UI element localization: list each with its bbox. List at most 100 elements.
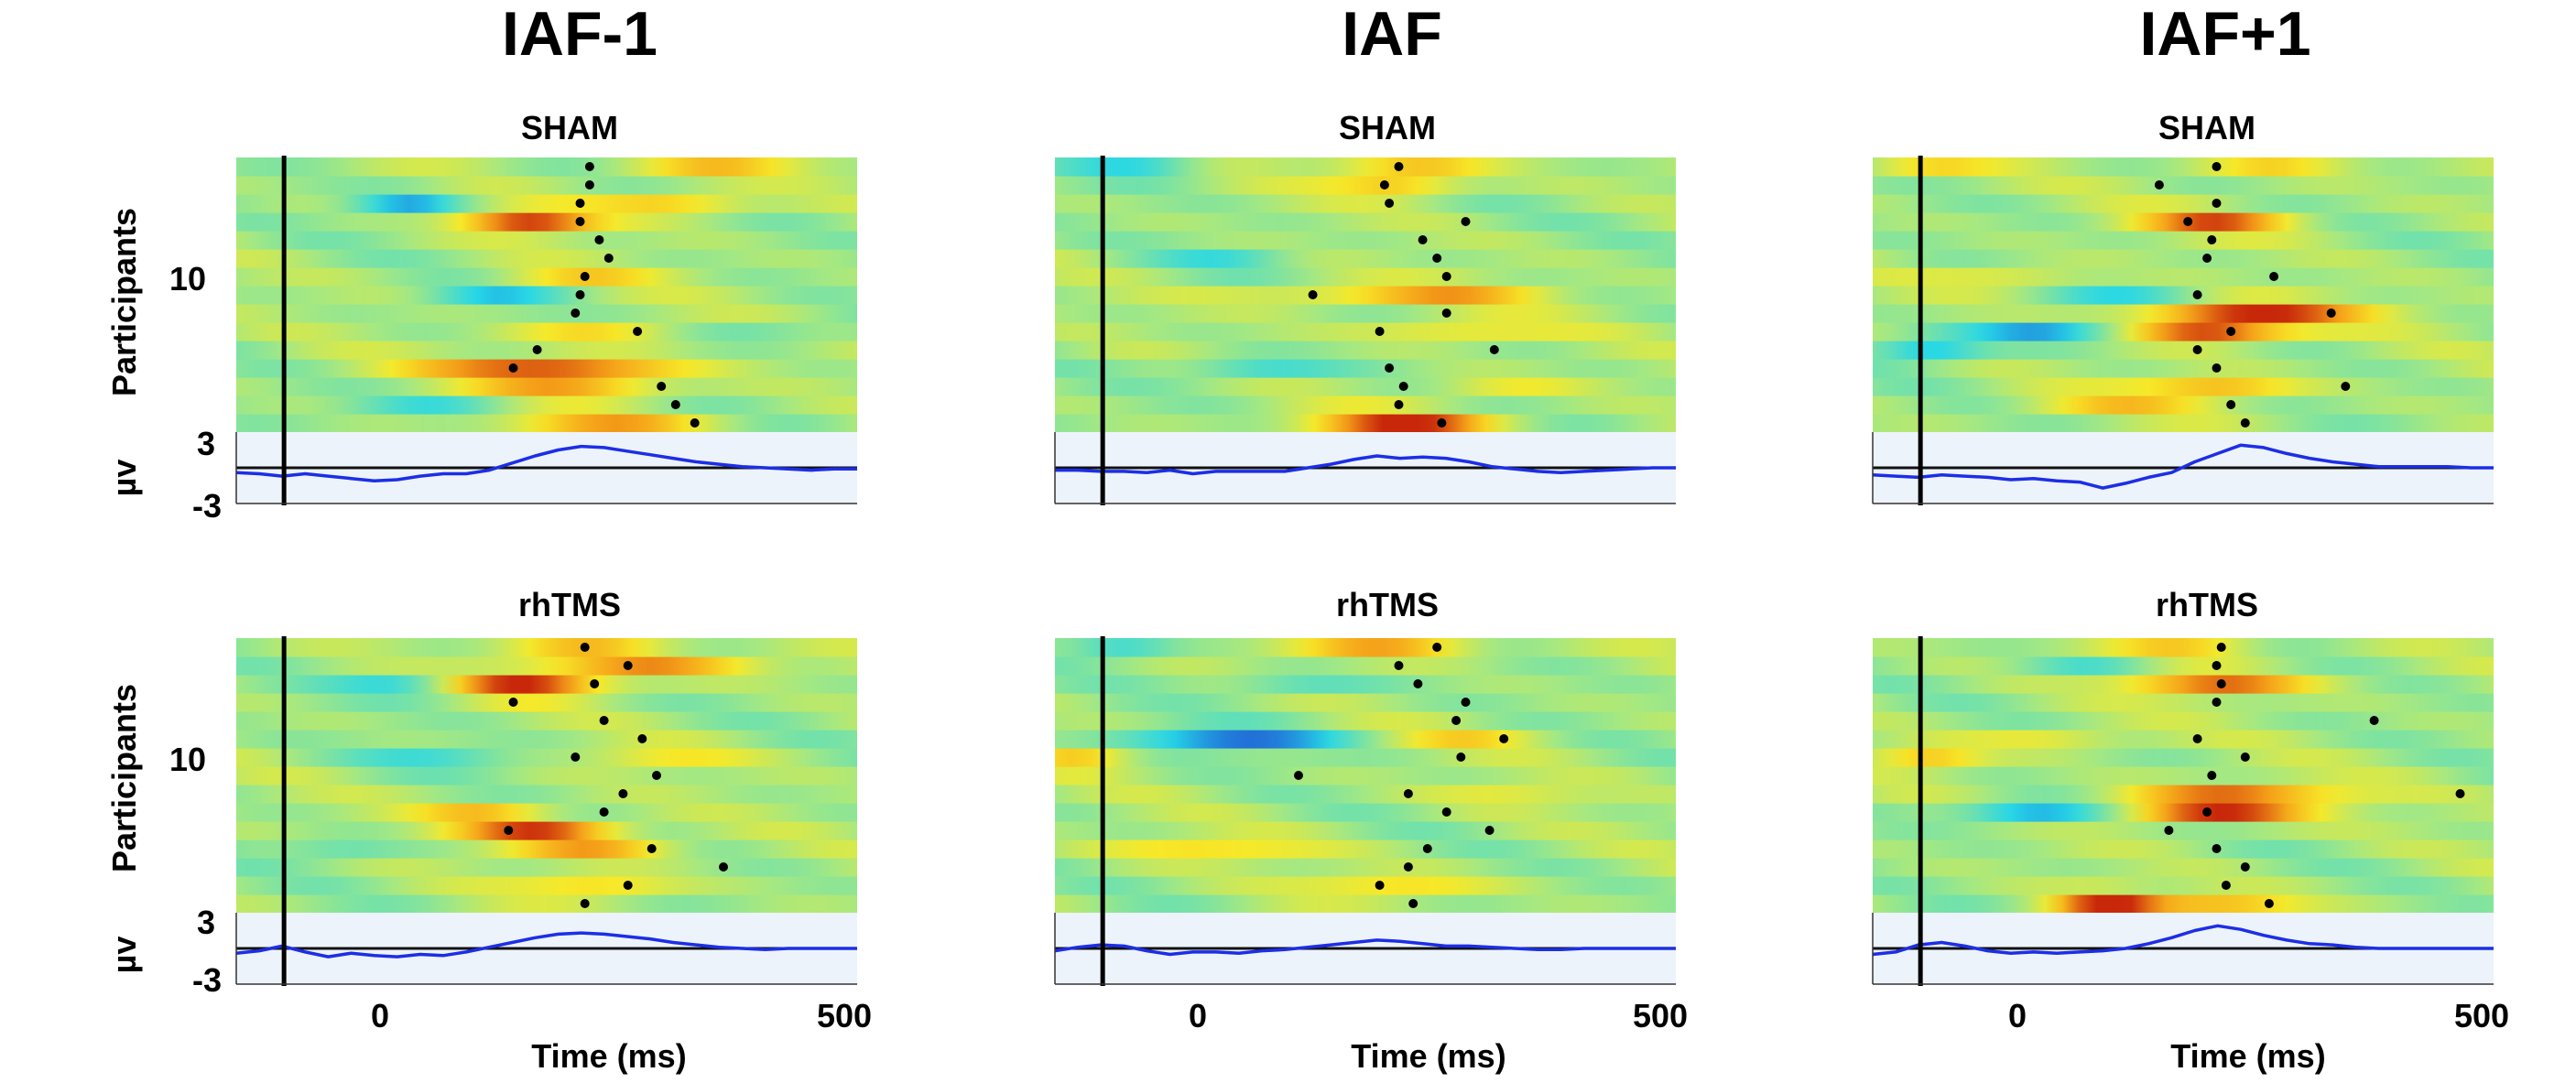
peak-marker <box>2269 272 2279 281</box>
peak-marker <box>1441 807 1451 817</box>
heatmap-row <box>236 858 857 877</box>
peak-marker <box>1385 199 1395 208</box>
peak-marker <box>657 382 667 391</box>
column-title-iaf: IAF <box>1342 0 1442 69</box>
heatmap-row <box>1873 231 2494 250</box>
peak-marker <box>2240 862 2250 872</box>
peak-marker <box>1441 272 1451 281</box>
peak-marker <box>1375 327 1385 336</box>
peak-marker <box>2212 661 2222 670</box>
peak-marker <box>2455 789 2465 798</box>
x-tick-0-col1: 0 <box>371 997 389 1034</box>
heatmap-row <box>236 839 857 859</box>
heatmap-row <box>1055 194 1676 213</box>
peak-marker <box>2240 753 2250 762</box>
heatmap-row <box>1055 286 1676 305</box>
x-axis-label-col3: Time (ms) <box>2170 1037 2325 1075</box>
x-tick-0-col3: 0 <box>2008 997 2027 1034</box>
heatmap-row <box>236 748 857 767</box>
heatmap-row <box>236 876 857 895</box>
heatmap-row <box>1055 377 1676 396</box>
panel-title-sham-1: SHAM <box>521 109 618 146</box>
heatmap-row <box>1873 304 2494 323</box>
peak-marker <box>623 881 633 890</box>
heatmap-row <box>236 766 857 785</box>
peak-marker <box>1499 734 1509 743</box>
heatmap-row <box>1055 876 1676 895</box>
heatmap-row <box>1873 656 2494 676</box>
heatmap-row <box>236 231 857 250</box>
heatmap-row <box>1873 638 2494 657</box>
peak-marker <box>1408 899 1418 908</box>
peak-marker <box>1441 309 1451 318</box>
heatmap-row <box>1055 693 1676 712</box>
peak-marker <box>2154 180 2164 190</box>
peak-marker <box>623 661 633 670</box>
y-axis-label-uv-bottom: µv <box>105 937 143 974</box>
heatmap-row <box>236 286 857 305</box>
heatmap-row <box>1055 157 1676 177</box>
peak-marker <box>1394 162 1404 171</box>
peak-marker <box>1489 345 1499 354</box>
heatmap-row <box>1873 414 2494 433</box>
heatmap-row <box>1873 249 2494 268</box>
heatmap-row <box>1873 176 2494 195</box>
peak-marker <box>1484 826 1495 835</box>
peak-marker <box>1403 789 1413 798</box>
x-tick-0-col2: 0 <box>1189 997 1207 1034</box>
heatmap-row <box>236 638 857 657</box>
peak-marker <box>2212 363 2222 373</box>
peak-marker <box>2369 716 2379 725</box>
peak-marker <box>580 643 590 652</box>
peak-marker <box>652 771 661 780</box>
heatmap-row <box>236 377 857 396</box>
peak-marker <box>1413 679 1423 688</box>
heatmap-row <box>236 176 857 195</box>
peak-marker <box>580 899 590 908</box>
peak-marker <box>2221 881 2231 890</box>
erp-y-tick-plus3-top: 3 <box>197 425 215 462</box>
x-axis-label-col1: Time (ms) <box>531 1037 686 1075</box>
peak-marker <box>1398 382 1408 391</box>
y-axis-label-uv-top: µv <box>105 460 143 497</box>
y-axis-label-participants-bottom: Participants <box>105 684 143 872</box>
column-title-iaf-plus-1: IAF+1 <box>2139 0 2310 69</box>
peak-marker <box>719 862 728 872</box>
peak-marker <box>508 698 518 707</box>
peak-marker <box>2226 327 2236 336</box>
heatmap-row <box>1055 730 1676 749</box>
heatmap-row <box>236 359 857 378</box>
heatmap-row <box>1873 675 2494 694</box>
peak-marker <box>1385 363 1395 373</box>
peak-marker <box>571 309 581 318</box>
erp-waveform <box>1872 443 2494 490</box>
peak-marker <box>1437 418 1447 428</box>
peak-marker <box>1394 400 1404 409</box>
heatmap-row <box>1873 359 2494 378</box>
peak-marker <box>575 217 585 226</box>
peak-marker <box>637 734 647 743</box>
x-tick-500-col3: 500 <box>2454 997 2509 1034</box>
peak-marker <box>1461 217 1471 226</box>
peak-marker <box>603 254 614 263</box>
peak-marker <box>2202 254 2212 263</box>
heatmap-row <box>1055 341 1676 360</box>
heatmap-row <box>1055 359 1676 378</box>
peak-marker <box>2202 807 2212 817</box>
peak-marker <box>599 716 609 725</box>
panel-iafminus1-sham <box>235 156 857 505</box>
heatmap-row <box>1873 785 2494 804</box>
peak-marker <box>580 272 590 281</box>
peak-marker <box>1403 862 1413 872</box>
peak-marker <box>2192 290 2202 299</box>
erp-waveform <box>235 444 857 483</box>
peak-marker <box>2212 698 2222 707</box>
peak-marker <box>2192 345 2202 354</box>
heatmap-row <box>1873 212 2494 232</box>
heatmap-row <box>236 414 857 433</box>
panel-iafminus1-rhtms <box>235 636 857 986</box>
peak-marker <box>1432 643 1442 652</box>
panel-title-rhtms-1: rhTMS <box>518 586 621 623</box>
heatmap-row <box>236 821 857 840</box>
